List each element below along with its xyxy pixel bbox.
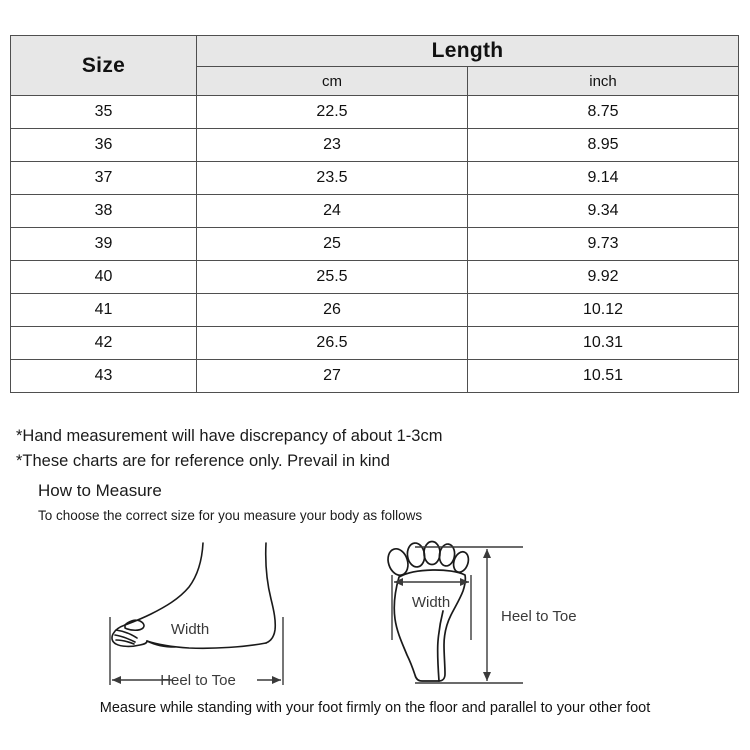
table-row: 40 25.5 9.92 <box>10 260 740 294</box>
cell-cm: 27 <box>196 359 468 393</box>
column-header-size: Size <box>10 35 197 96</box>
notes-block: *Hand measurement will have discrepancy … <box>16 424 716 474</box>
table-header: Size Length cm inch <box>10 35 740 96</box>
width-arrow <box>394 578 469 586</box>
cell-size: 37 <box>10 161 197 195</box>
cell-size: 38 <box>10 194 197 228</box>
cell-cm: 25 <box>196 227 468 261</box>
cell-inch: 10.51 <box>466 359 740 393</box>
cell-inch: 9.34 <box>466 194 740 228</box>
foot-side-view-diagram: Heel to Toe Width <box>85 535 315 695</box>
table-header-row-1: Size Length <box>10 35 740 96</box>
heel-to-toe-reference-lines <box>415 546 523 684</box>
cell-size: 42 <box>10 326 197 360</box>
cell-inch: 10.31 <box>466 326 740 360</box>
note-hand-measurement: *Hand measurement will have discrepancy … <box>16 427 443 445</box>
table-row: 35 22.5 8.75 <box>10 95 740 129</box>
heel-to-toe-arrow <box>112 676 281 684</box>
cell-cm: 22.5 <box>196 95 468 129</box>
table-row: 37 23.5 9.14 <box>10 161 740 195</box>
measure-instruction-caption: Measure while standing with your foot fi… <box>99 700 651 716</box>
width-tick-marks <box>391 575 472 640</box>
column-header-length: Length <box>195 35 740 67</box>
heel-to-toe-label: Heel to Toe <box>501 608 577 625</box>
width-label: Width <box>171 621 209 638</box>
table-header-row-2: cm inch <box>11 66 740 96</box>
cell-inch: 9.92 <box>466 260 740 294</box>
table-row: 42 26.5 10.31 <box>10 326 740 360</box>
cell-cm: 23.5 <box>196 161 468 195</box>
heel-to-toe-arrow <box>483 549 491 681</box>
foot-side-view-svg: Heel to Toe Width <box>109 542 284 689</box>
column-header-inch: inch <box>466 66 740 96</box>
table-row: 36 23 8.95 <box>10 128 740 162</box>
heel-to-toe-label: Heel to Toe <box>160 672 236 689</box>
size-chart-table-container: Size Length cm inch 35 22.5 8.75 36 23 8… <box>10 35 740 393</box>
cell-inch: 8.95 <box>466 128 740 162</box>
size-chart-table: Size Length cm inch 35 22.5 8.75 36 23 8… <box>10 35 740 393</box>
table-row: 39 25 9.73 <box>10 227 740 261</box>
table-row: 43 27 10.51 <box>10 359 740 393</box>
cell-inch: 9.73 <box>466 227 740 261</box>
cell-cm: 23 <box>196 128 468 162</box>
table-row: 38 24 9.34 <box>10 194 740 228</box>
cell-inch: 9.14 <box>466 161 740 195</box>
table-row: 41 26 10.12 <box>10 293 740 327</box>
cell-size: 40 <box>10 260 197 294</box>
cell-size: 43 <box>10 359 197 393</box>
cell-cm: 24 <box>196 194 468 228</box>
foot-side-outline <box>111 542 277 650</box>
note-reference-only: *These charts are for reference only. Pr… <box>16 452 390 470</box>
cell-cm: 25.5 <box>196 260 468 294</box>
footprint-view-diagram: Width Heel to Toe <box>375 535 635 695</box>
cell-cm: 26 <box>196 293 468 327</box>
foot-measure-diagrams: Heel to Toe Width <box>0 535 750 700</box>
footprint-view-svg: Width Heel to Toe <box>387 540 577 684</box>
cell-inch: 10.12 <box>466 293 740 327</box>
how-to-measure-subtitle: To choose the correct size for you measu… <box>38 508 423 523</box>
cell-size: 35 <box>10 95 197 129</box>
cell-size: 36 <box>10 128 197 162</box>
cell-inch: 8.75 <box>466 95 740 129</box>
cell-cm: 26.5 <box>196 326 468 360</box>
heel-to-toe-tick-marks <box>109 617 284 685</box>
cell-size: 39 <box>10 227 197 261</box>
cell-size: 41 <box>10 293 197 327</box>
how-to-measure-title: How to Measure <box>38 481 162 500</box>
footprint-outline <box>387 540 470 682</box>
column-header-cm: cm <box>196 66 468 96</box>
table-body: 35 22.5 8.75 36 23 8.95 37 23.5 9.14 38 … <box>10 95 740 393</box>
width-label: Width <box>412 594 450 611</box>
